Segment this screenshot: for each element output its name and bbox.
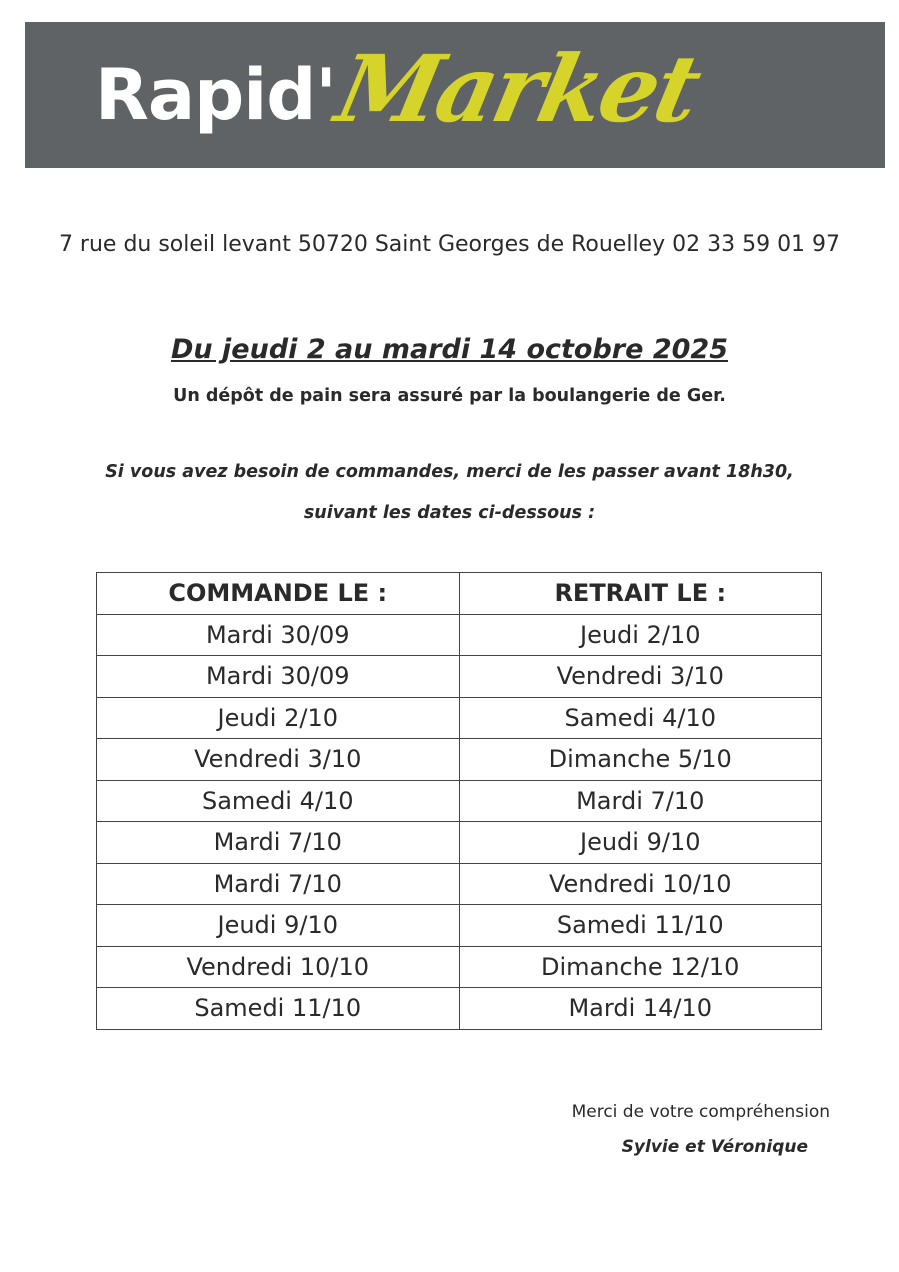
- header-retrait: RETRAIT LE :: [458, 572, 822, 615]
- thanks-text: Merci de votre compréhension: [571, 1102, 830, 1122]
- page-title: Du jeudi 2 au mardi 14 octobre 2025: [171, 334, 728, 365]
- order-date: Mardi 7/10: [96, 821, 460, 864]
- order-date: Mardi 7/10: [96, 862, 460, 905]
- signature: Sylvie et Véronique: [621, 1137, 808, 1157]
- pickup-date: Mardi 7/10: [458, 779, 822, 822]
- pickup-date: Samedi 11/10: [458, 904, 822, 947]
- table-row: Mardi 7/10 Jeudi 9/10: [96, 821, 822, 864]
- order-date: Jeudi 9/10: [96, 904, 460, 947]
- table-row: Vendredi 10/10 Dimanche 12/10: [96, 945, 822, 988]
- notice-line-2: suivant les dates ci-dessous :: [303, 503, 596, 523]
- pickup-date: Vendredi 3/10: [458, 655, 822, 698]
- pickup-date: Dimanche 5/10: [458, 738, 822, 781]
- order-date: Jeudi 2/10: [96, 696, 460, 739]
- logo-text-rapid: Rapid': [95, 54, 337, 136]
- table-row: Mardi 30/09 Jeudi 2/10: [96, 613, 822, 656]
- pickup-date: Dimanche 12/10: [458, 945, 822, 988]
- pickup-date: Samedi 4/10: [458, 696, 822, 739]
- pickup-date: Jeudi 9/10: [458, 821, 822, 864]
- order-date: Vendredi 3/10: [96, 738, 460, 781]
- table-row: Jeudi 9/10 Samedi 11/10: [96, 904, 822, 947]
- pickup-date: Vendredi 10/10: [458, 862, 822, 905]
- logo-banner: [25, 22, 885, 168]
- order-date: Samedi 4/10: [96, 779, 460, 822]
- table-header-row: COMMANDE LE : RETRAIT LE :: [96, 572, 822, 615]
- logo: Rapid' Market: [95, 22, 707, 168]
- pickup-date: Jeudi 2/10: [458, 613, 822, 656]
- pickup-date: Mardi 14/10: [458, 987, 822, 1030]
- table-row: Mardi 7/10 Vendredi 10/10: [96, 862, 822, 905]
- table-row: Samedi 4/10 Mardi 7/10: [96, 779, 822, 822]
- subtitle: Un dépôt de pain sera assuré par la boul…: [173, 386, 726, 406]
- schedule-table: COMMANDE LE : RETRAIT LE : Mardi 30/09 Je…: [96, 572, 822, 1030]
- order-date: Vendredi 10/10: [96, 945, 460, 988]
- table-row: Samedi 11/10 Mardi 14/10: [96, 987, 822, 1030]
- logo-text-market: Market: [327, 35, 708, 143]
- table-row: Mardi 30/09 Vendredi 3/10: [96, 655, 822, 698]
- order-date: Mardi 30/09: [96, 613, 460, 656]
- notice-line-1: Si vous avez besoin de commandes, merci …: [105, 462, 794, 482]
- table-row: Vendredi 3/10 Dimanche 5/10: [96, 738, 822, 781]
- table-row: Jeudi 2/10 Samedi 4/10: [96, 696, 822, 739]
- order-date: Mardi 30/09: [96, 655, 460, 698]
- address: 7 rue du soleil levant 50720 Saint Georg…: [58, 232, 841, 257]
- order-date: Samedi 11/10: [96, 987, 460, 1030]
- header-commande: COMMANDE LE :: [96, 572, 460, 615]
